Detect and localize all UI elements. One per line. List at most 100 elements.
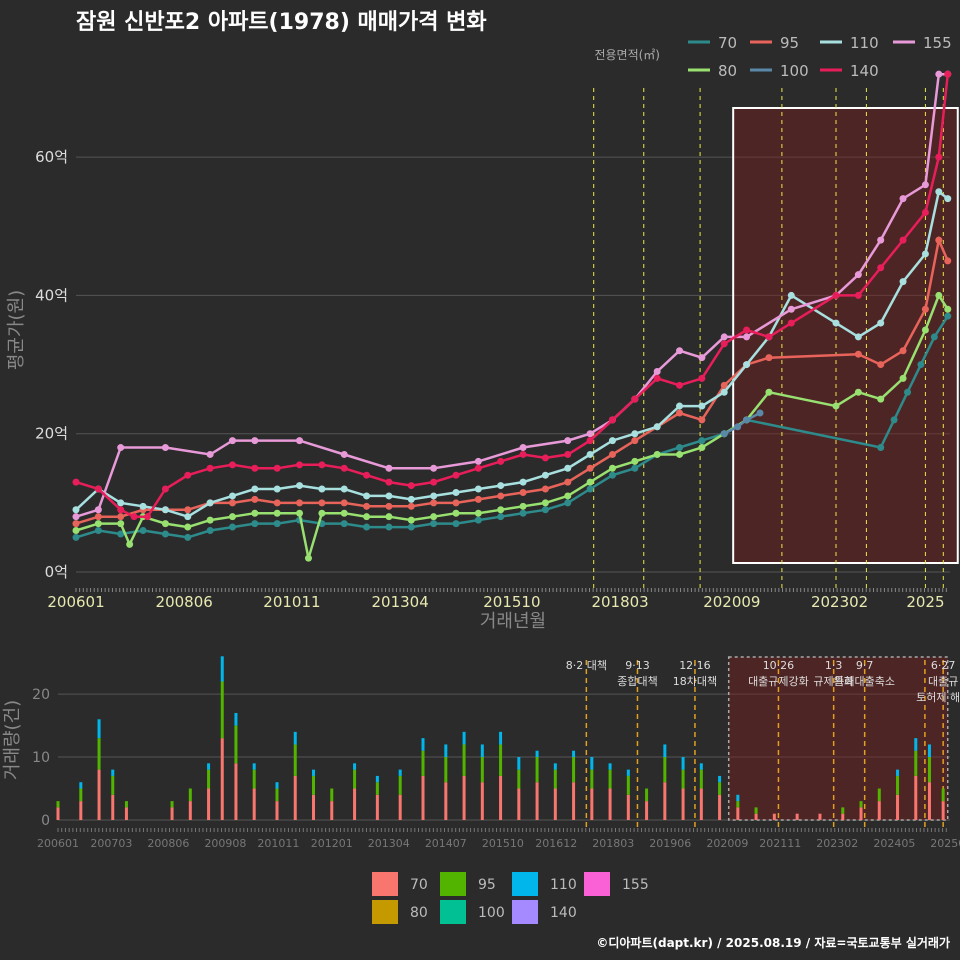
data-point-95 xyxy=(72,520,80,528)
volume-bar-70 xyxy=(645,801,649,820)
volume-bar-110 xyxy=(572,750,576,758)
credit-text: ©디아파트(dapt.kr) / 2025.08.19 / 자료=국토교통부 실… xyxy=(596,936,950,950)
volume-bar-95 xyxy=(234,725,238,764)
policy-annotation: 18차대책 xyxy=(673,675,717,688)
volume-bar-110 xyxy=(626,769,630,776)
data-point-110 xyxy=(72,506,80,514)
x-tick-label: 201803 xyxy=(591,593,648,611)
volume-bar-95 xyxy=(111,775,115,795)
data-point-80 xyxy=(385,513,393,521)
data-point-110 xyxy=(430,492,438,500)
x-tick-label: 202302 xyxy=(811,593,868,611)
data-point-95 xyxy=(385,502,393,510)
legend-label: 70 xyxy=(410,877,428,893)
chart-title: 잠원 신반포2 아파트(1978) 매매가격 변화 xyxy=(76,10,487,35)
data-point-80 xyxy=(765,388,773,396)
volume-bar-70 xyxy=(252,788,256,820)
data-point-140 xyxy=(430,478,438,486)
policy-annotation: 종합대책 xyxy=(617,675,657,688)
data-point-95 xyxy=(854,350,862,358)
volume-bar-110 xyxy=(312,769,316,776)
data-point-155 xyxy=(161,444,169,452)
volume-bar-70 xyxy=(663,782,667,820)
data-point-140 xyxy=(743,326,751,334)
data-point-155 xyxy=(854,271,862,279)
data-point-80 xyxy=(921,326,929,334)
legend-label: 110 xyxy=(850,34,879,52)
data-point-155 xyxy=(430,464,438,472)
volume-bar-70 xyxy=(353,788,357,820)
data-point-140 xyxy=(787,319,795,327)
data-point-70 xyxy=(273,520,281,528)
legend-swatch-140 xyxy=(512,900,538,924)
data-point-95 xyxy=(935,236,943,244)
volume-bar-110 xyxy=(896,769,900,776)
volume-bar-95 xyxy=(207,769,211,789)
data-point-80 xyxy=(877,395,885,403)
volume-bar-95 xyxy=(718,782,722,795)
x-tick-label: 20250 xyxy=(930,837,960,850)
x-tick-label: 201803 xyxy=(592,837,634,850)
volume-bar-70 xyxy=(699,788,703,820)
data-point-95 xyxy=(363,502,371,510)
data-point-80 xyxy=(407,516,415,524)
data-point-95 xyxy=(251,495,259,503)
volume-bar-95 xyxy=(517,769,521,789)
data-point-70 xyxy=(497,513,505,521)
data-point-155 xyxy=(899,195,907,203)
data-point-155 xyxy=(296,437,304,445)
data-point-110 xyxy=(385,492,393,500)
volume-bar-95 xyxy=(188,788,192,802)
legend-label: 155 xyxy=(923,34,952,52)
x-tick-label: 201510 xyxy=(483,593,540,611)
y-tick-label: 40억 xyxy=(35,286,68,304)
x-tick-label: 202405 xyxy=(873,837,915,850)
volume-bar-70 xyxy=(170,807,174,820)
data-point-70 xyxy=(72,533,80,541)
data-point-140 xyxy=(474,464,482,472)
data-point-100 xyxy=(720,430,728,438)
data-point-140 xyxy=(497,457,505,465)
policy-annotation: 특례대출축소 xyxy=(834,675,895,688)
data-point-80 xyxy=(899,374,907,382)
volume-bar-70 xyxy=(220,738,224,820)
data-point-70 xyxy=(385,523,393,531)
data-point-80 xyxy=(631,457,639,465)
volume-bar-70 xyxy=(941,801,945,820)
volume-bar-70 xyxy=(914,775,918,820)
volume-bar-70 xyxy=(590,788,594,820)
data-point-70 xyxy=(676,444,684,452)
y-axis-title: 거래량(건) xyxy=(2,700,23,780)
data-point-110 xyxy=(720,388,728,396)
legend-label: 100 xyxy=(780,62,809,80)
data-point-155 xyxy=(676,347,684,355)
data-point-80 xyxy=(452,509,460,517)
y-axis-title: 평균가(원) xyxy=(6,290,27,370)
legend-swatch-95 xyxy=(440,872,466,896)
data-point-140 xyxy=(385,478,393,486)
data-point-70 xyxy=(944,312,952,320)
series-line-155 xyxy=(75,72,948,518)
volume-bar-70 xyxy=(293,775,297,820)
data-point-155 xyxy=(935,70,943,78)
data-point-110 xyxy=(877,319,885,327)
policy-annotation: 10·26 xyxy=(763,659,795,672)
volume-bar-95 xyxy=(312,775,316,795)
volume-bar-110 xyxy=(252,763,256,770)
volume-bar-70 xyxy=(608,788,612,820)
data-point-95 xyxy=(117,513,125,521)
data-point-80 xyxy=(832,402,840,410)
data-point-70 xyxy=(228,523,236,531)
data-point-140 xyxy=(273,464,281,472)
data-point-95 xyxy=(273,499,281,507)
volume-bar-70 xyxy=(111,794,115,820)
data-point-70 xyxy=(564,499,572,507)
data-point-80 xyxy=(94,520,102,528)
data-point-140 xyxy=(877,264,885,272)
x-tick-label: 201906 xyxy=(649,837,691,850)
volume-bar-110 xyxy=(608,763,612,770)
data-point-110 xyxy=(474,485,482,493)
volume-bar-70 xyxy=(754,813,758,820)
data-point-110 xyxy=(139,502,147,510)
policy-annotation: 규제완화 xyxy=(813,675,853,688)
